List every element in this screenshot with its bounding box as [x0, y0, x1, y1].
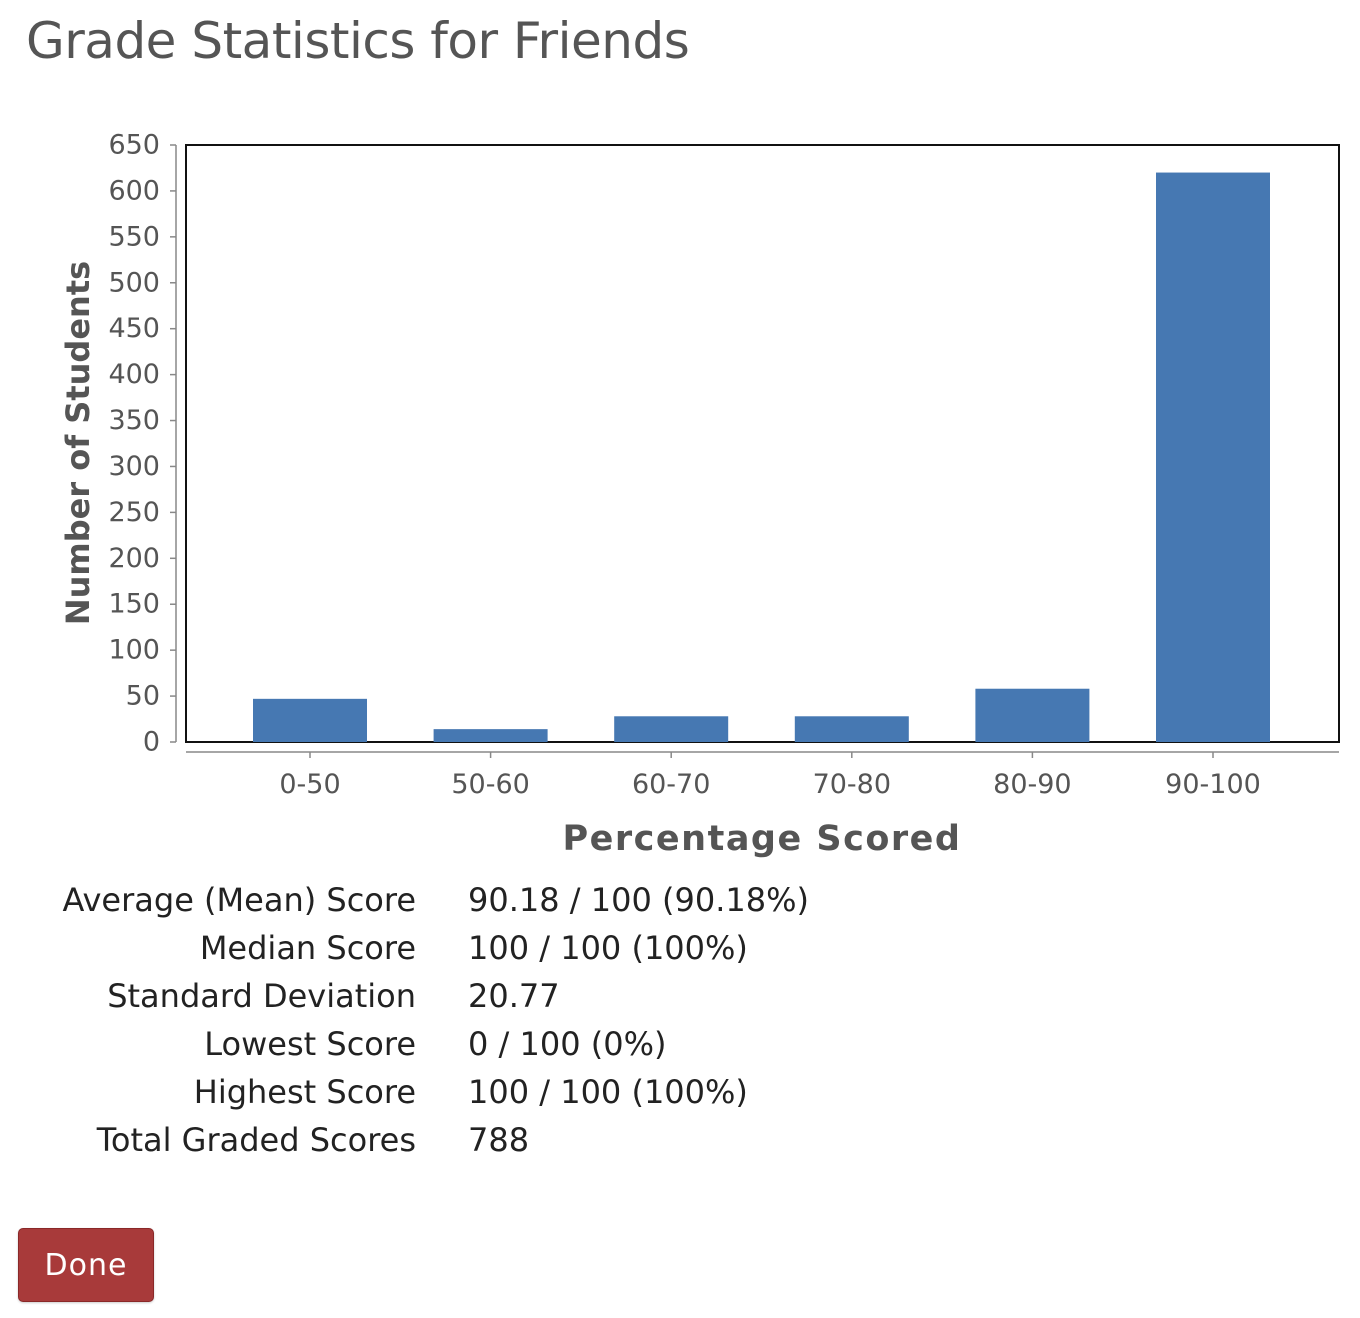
stat-row: Standard Deviation 20.77 [40, 972, 809, 1020]
bar-series [253, 172, 1270, 743]
stat-row: Average (Mean) Score 90.18 / 100 (90.18%) [40, 876, 809, 924]
y-tick-label: 500 [108, 267, 160, 298]
stat-row: Total Graded Scores 788 [40, 1116, 809, 1164]
stat-value: 788 [468, 1121, 530, 1159]
stat-value: 100 / 100 (100%) [468, 1073, 748, 1111]
bar-70-80 [794, 716, 909, 742]
y-tick-label: 150 [108, 589, 160, 620]
y-tick-label: 50 [126, 681, 160, 712]
y-tick-label: 550 [108, 221, 160, 252]
stat-row: Lowest Score 0 / 100 (0%) [40, 1020, 809, 1068]
stat-value: 0 / 100 (0%) [468, 1025, 667, 1063]
x-tick-label: 50-60 [451, 769, 529, 800]
stat-value: 20.77 [468, 977, 560, 1015]
y-tick-label: 350 [108, 405, 160, 436]
x-tick-label: 60-70 [632, 769, 710, 800]
stat-label: Highest Score [193, 1073, 416, 1111]
y-tick-label: 450 [108, 313, 160, 344]
x-tick-label: 0-50 [279, 769, 340, 800]
stat-label: Lowest Score [204, 1025, 416, 1063]
stat-label: Average (Mean) Score [62, 881, 416, 919]
bar-60-70 [614, 716, 729, 742]
stat-label: Median Score [199, 929, 416, 967]
statistics-table: Average (Mean) Score 90.18 / 100 (90.18%)… [40, 876, 809, 1164]
x-axis-ticks: 0-50 50-60 60-70 70-80 80-90 90-100 [279, 752, 1261, 800]
y-tick-label: 0 [143, 727, 160, 758]
stat-label: Total Graded Scores [96, 1121, 416, 1159]
bar-80-90 [975, 688, 1090, 742]
stat-label: Standard Deviation [107, 977, 416, 1015]
stat-row: Highest Score 100 / 100 (100%) [40, 1068, 809, 1116]
bar-50-60 [433, 729, 548, 742]
y-axis-label: Number of Students [59, 261, 97, 625]
x-tick-label: 80-90 [993, 769, 1071, 800]
y-axis-ticks: 0 50 100 150 200 250 300 350 400 450 500 550 600 650 [108, 130, 176, 758]
x-tick-label: 70-80 [813, 769, 891, 800]
y-tick-label: 600 [108, 175, 160, 206]
plot-area-frame [185, 144, 1340, 743]
stat-value: 90.18 / 100 (90.18%) [468, 881, 809, 919]
grade-distribution-chart: 050100150200250300350400450500550600650 … [59, 130, 1340, 859]
dialog-title: Grade Statistics for Friends [26, 12, 690, 70]
y-tick-label: 100 [108, 635, 160, 666]
x-tick-label: 90-100 [1165, 769, 1261, 800]
x-axis-label: Percentage Scored [563, 819, 962, 859]
stat-value: 100 / 100 (100%) [468, 929, 748, 967]
y-tick-label: 200 [108, 543, 160, 574]
stat-row: Median Score 100 / 100 (100%) [40, 924, 809, 972]
bar-0-50 [253, 698, 367, 742]
y-tick-label: 300 [108, 451, 160, 482]
y-tick-label: 400 [108, 359, 160, 390]
y-tick-label: 250 [108, 497, 160, 528]
done-button[interactable]: Done [18, 1228, 154, 1302]
y-tick-label: 650 [108, 130, 160, 161]
bar-90-100 [1156, 172, 1270, 743]
